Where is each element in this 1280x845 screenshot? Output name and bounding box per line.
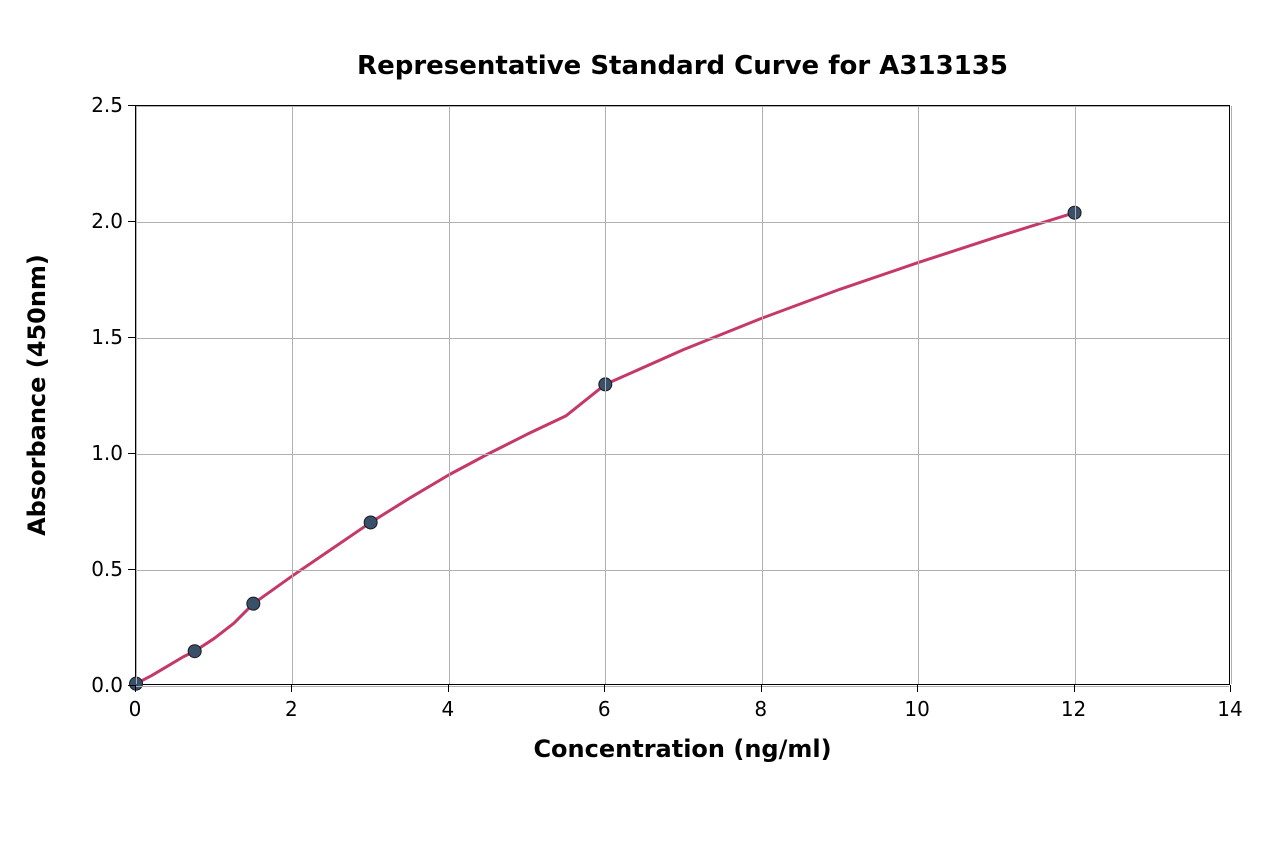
data-point-marker (247, 597, 260, 610)
x-tick-label: 12 (1061, 697, 1086, 721)
data-point-marker (364, 516, 377, 529)
x-tick (917, 685, 918, 692)
y-tick-label: 2.0 (87, 209, 123, 233)
grid-line-vertical (292, 106, 293, 684)
y-tick (128, 337, 135, 338)
data-point-marker (188, 645, 201, 658)
y-tick (128, 685, 135, 686)
grid-line-horizontal (136, 454, 1229, 455)
y-tick (128, 105, 135, 106)
grid-line-horizontal (136, 570, 1229, 571)
x-tick-label: 4 (441, 697, 454, 721)
y-axis-label: Absorbance (450nm) (23, 254, 51, 536)
y-tick-label: 1.5 (87, 325, 123, 349)
chart-svg (136, 106, 1229, 684)
grid-line-horizontal (136, 222, 1229, 223)
y-tick (128, 453, 135, 454)
y-tick-label: 0.0 (87, 673, 123, 697)
figure-container: Representative Standard Curve for A31313… (0, 0, 1280, 845)
x-tick (135, 685, 136, 692)
x-tick-label: 8 (754, 697, 767, 721)
grid-line-horizontal (136, 686, 1229, 687)
x-tick (1230, 685, 1231, 692)
x-tick-label: 6 (598, 697, 611, 721)
y-tick-label: 2.5 (87, 93, 123, 117)
grid-line-vertical (918, 106, 919, 684)
x-tick-label: 10 (904, 697, 929, 721)
grid-line-vertical (449, 106, 450, 684)
grid-line-horizontal (136, 338, 1229, 339)
chart-title: Representative Standard Curve for A31313… (357, 51, 1008, 81)
grid-line-vertical (605, 106, 606, 684)
x-tick-label: 14 (1217, 697, 1242, 721)
x-tick (1074, 685, 1075, 692)
grid-line-vertical (762, 106, 763, 684)
x-tick (291, 685, 292, 692)
plot-area (135, 105, 1230, 685)
grid-line-vertical (136, 106, 137, 684)
x-axis-label: Concentration (ng/ml) (533, 735, 831, 763)
x-tick (761, 685, 762, 692)
y-tick-label: 1.0 (87, 441, 123, 465)
grid-line-vertical (1075, 106, 1076, 684)
grid-line-vertical (1231, 106, 1232, 684)
y-tick (128, 569, 135, 570)
x-tick-label: 2 (285, 697, 298, 721)
y-tick-label: 0.5 (87, 557, 123, 581)
x-tick-label: 0 (129, 697, 142, 721)
x-tick (448, 685, 449, 692)
x-tick (604, 685, 605, 692)
y-tick (128, 221, 135, 222)
grid-line-horizontal (136, 106, 1229, 107)
